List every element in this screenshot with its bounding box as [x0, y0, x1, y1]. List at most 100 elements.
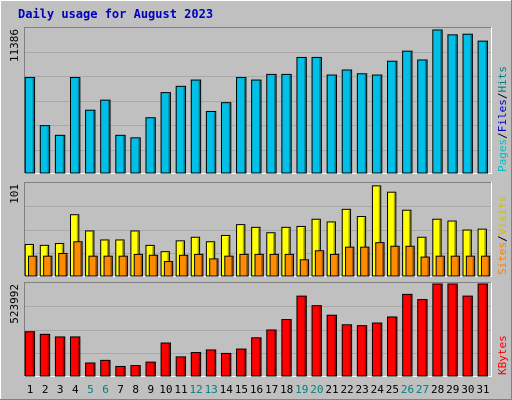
bar-sites-day-29: [450, 255, 461, 277]
bar-kbytes-day-13: [205, 349, 217, 377]
kbytes-side-labels: KBytes: [496, 335, 509, 375]
bar-hits-day-9: [145, 117, 156, 174]
bar-kbytes-day-5: [85, 362, 96, 377]
bar-hits-day-19: [296, 56, 307, 174]
bar-shade-sites-day-30: [472, 257, 475, 276]
bar-shade-hits-day-20: [319, 58, 321, 174]
bar-shade-kbytes-day-17: [274, 330, 276, 376]
bar-shade-kbytes-day-13: [213, 350, 216, 376]
bar-kbytes-day-23: [356, 325, 368, 377]
bar-shade-visits-day-16: [257, 228, 260, 276]
bar-hits-day-8: [130, 137, 141, 174]
bar-shade-visits-day-31: [484, 230, 486, 276]
bar-shade-sites-day-9: [155, 256, 158, 276]
day-tick-labels: 1 2 3 4 5 6 7 8 9 10 11 12 13 14 15 16 17 18 19 20 21 22 23 24 2…: [27, 383, 490, 396]
day-tick-12: 12: [189, 383, 202, 396]
bar-sites-day-6: [103, 255, 113, 277]
bar-hits-day-22: [341, 69, 353, 174]
bar-shade-hits-day-8: [138, 138, 140, 173]
bar-kbytes-day-26: [402, 293, 413, 377]
bar-shade-visits-day-26: [408, 211, 411, 276]
bar-shade-sites-day-26: [412, 247, 414, 276]
bar-shade-visits-day-15: [242, 225, 245, 276]
bar-shade-hits-day-17: [274, 75, 276, 173]
bar-sites-day-31: [480, 255, 491, 277]
day-tick-11: 11: [174, 383, 187, 396]
bar-shade-sites-day-23: [366, 248, 369, 276]
bar-shade-kbytes-day-18: [289, 320, 291, 376]
bar-sites-day-28: [435, 255, 445, 277]
bar-kbytes-day-3: [54, 336, 66, 377]
bar-shade-hits-day-31: [485, 42, 487, 173]
bar-hits-day-28: [432, 29, 443, 174]
day-tick-4: 4: [72, 383, 79, 396]
bar-kbytes-day-9: [145, 361, 156, 377]
bar-shade-hits-day-21: [334, 76, 336, 173]
bar-shade-hits-day-12: [198, 81, 201, 173]
day-tick-14: 14: [220, 383, 234, 396]
bar-kbytes-day-15: [236, 348, 247, 377]
bar-sites-day-23: [360, 246, 370, 277]
bar-kbytes-day-27: [417, 299, 428, 377]
bar-shade-sites-day-28: [442, 257, 444, 276]
bar-kbytes-day-1: [24, 331, 36, 377]
bar-shade-sites-day-24: [382, 243, 384, 276]
bar-hits-day-16: [251, 79, 262, 174]
bar-shade-sites-day-3: [65, 254, 67, 276]
bar-hits-day-17: [266, 73, 277, 174]
bar-sites-day-3: [58, 252, 68, 277]
bar-hits-day-2: [39, 125, 51, 174]
bar-kbytes-day-14: [220, 352, 232, 377]
day-tick-28: 28: [431, 383, 444, 396]
bar-shade-sites-day-29: [457, 257, 460, 276]
kbytes-panel: 523992 KBytes: [8, 282, 509, 377]
bar-shade-kbytes-day-15: [243, 350, 246, 376]
bar-shade-kbytes-day-20: [319, 306, 321, 376]
bar-shade-sites-day-18: [291, 255, 293, 276]
bar-hits-day-31: [477, 40, 488, 174]
bar-hits-day-5: [85, 109, 96, 174]
bar-shade-hits-day-7: [123, 136, 125, 173]
day-tick-26: 26: [401, 383, 414, 396]
bar-shade-hits-day-14: [228, 103, 231, 173]
day-tick-13: 13: [205, 383, 218, 396]
bar-shade-kbytes-day-9: [153, 363, 155, 376]
bar-hits-day-23: [356, 73, 368, 174]
day-tick-27: 27: [416, 383, 429, 396]
bar-shade-kbytes-day-21: [334, 316, 336, 376]
bar-kbytes-day-28: [432, 283, 443, 377]
bar-sites-day-4: [73, 241, 83, 277]
bar-shade-hits-day-19: [304, 58, 306, 174]
bar-hits-day-27: [417, 59, 428, 174]
bar-shade-sites-day-5: [95, 257, 97, 276]
day-tick-16: 16: [250, 383, 263, 396]
bar-shade-kbytes-day-11: [183, 357, 186, 376]
bar-sites-day-1: [28, 255, 38, 277]
bar-shade-hits-day-5: [92, 111, 95, 173]
visits-side-separator: /: [496, 235, 509, 242]
bar-hits-day-4: [70, 77, 81, 174]
bar-sites-day-21: [329, 253, 340, 277]
bar-kbytes-day-11: [175, 356, 187, 377]
bar-shade-hits-day-10: [168, 93, 170, 173]
day-tick-2: 2: [42, 383, 49, 396]
bar-shade-sites-day-8: [140, 255, 143, 276]
bar-shade-hits-day-28: [440, 31, 442, 173]
bar-shade-visits-day-30: [469, 231, 471, 276]
bar-shade-sites-day-31: [487, 257, 490, 276]
bar-hits-day-12: [190, 79, 202, 174]
bar-shade-kbytes-day-24: [379, 324, 382, 376]
bar-shade-hits-day-9: [153, 118, 155, 173]
bar-shade-hits-day-6: [108, 101, 110, 173]
bar-hits-day-1: [24, 77, 36, 174]
bar-kbytes-day-8: [130, 365, 141, 377]
bar-sites-day-19: [299, 259, 310, 277]
bar-hits-day-29: [447, 34, 458, 174]
bar-hits-day-20: [311, 56, 322, 174]
bar-sites-day-16: [254, 253, 264, 277]
day-tick-30: 30: [461, 383, 474, 396]
bar-sites-day-20: [314, 250, 325, 277]
bar-kbytes-day-7: [115, 365, 126, 377]
kbytes-max-label: 523992: [8, 284, 21, 324]
